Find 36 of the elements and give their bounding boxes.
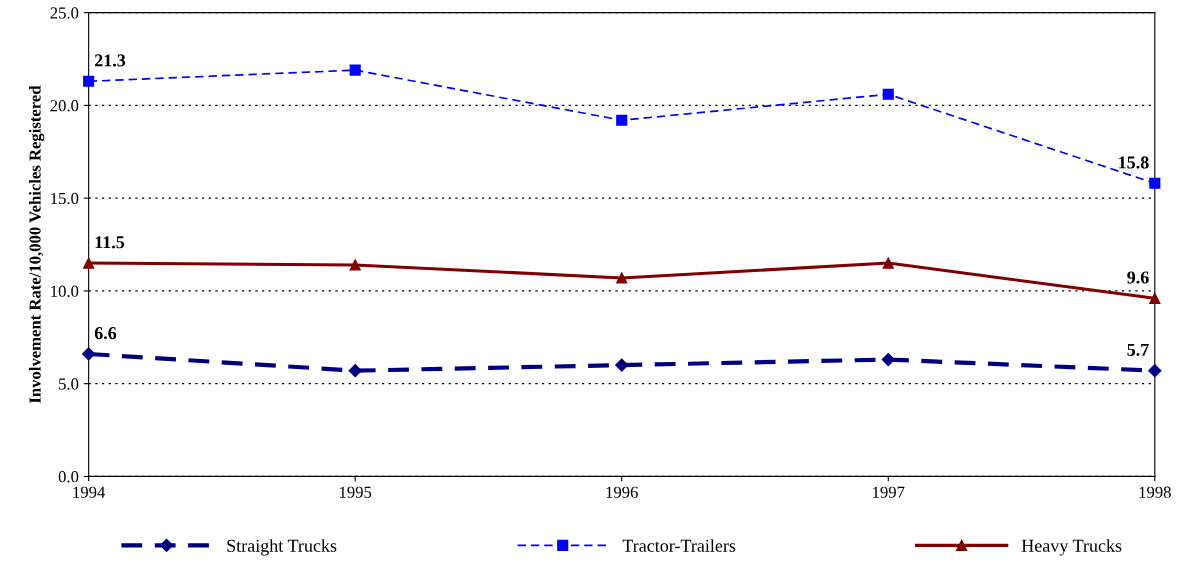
- y-tick-label: 15.0: [51, 192, 79, 205]
- x-tick-label: 1995: [339, 486, 372, 498]
- data-label: 6.6: [94, 327, 117, 340]
- point: [616, 272, 628, 284]
- data-label: 5.7: [1127, 343, 1149, 356]
- y-tick-label: 0.0: [58, 471, 79, 483]
- point: [83, 257, 95, 269]
- y-tick-label: 20.0: [50, 100, 79, 112]
- data-label: 9.6: [1127, 271, 1149, 284]
- point: [882, 257, 894, 269]
- x-tick-label: 1996: [606, 486, 638, 498]
- point: [349, 64, 361, 76]
- x-tick-label: 1994: [73, 486, 106, 498]
- legend-label: Heavy Trucks: [1021, 539, 1122, 556]
- data-label: 11.5: [95, 236, 125, 249]
- y-tick-label: 10.0: [51, 285, 79, 297]
- point: [881, 352, 895, 367]
- point: [616, 114, 628, 126]
- point: [349, 259, 361, 271]
- y-axis-title: Involvement Rate/10,000 Vehicles Registered: [28, 85, 45, 404]
- legend-label: Straight Trucks: [227, 539, 337, 556]
- y-tick-label: 25.0: [50, 7, 79, 19]
- x-tick-label: 1998: [1139, 486, 1171, 498]
- point: [1149, 177, 1161, 189]
- point: [882, 88, 894, 100]
- point: [1148, 364, 1162, 378]
- point: [82, 347, 96, 361]
- x-tick-label: 1997: [873, 486, 905, 498]
- point: [83, 75, 95, 87]
- point: [1149, 292, 1161, 304]
- data-label: 21.3: [94, 54, 126, 67]
- y-tick-label: 5.0: [59, 378, 79, 390]
- data-label: 15.8: [1119, 156, 1149, 169]
- legend-label: Tractor-Trailers: [622, 539, 736, 552]
- point: [348, 364, 362, 378]
- point: [615, 358, 629, 372]
